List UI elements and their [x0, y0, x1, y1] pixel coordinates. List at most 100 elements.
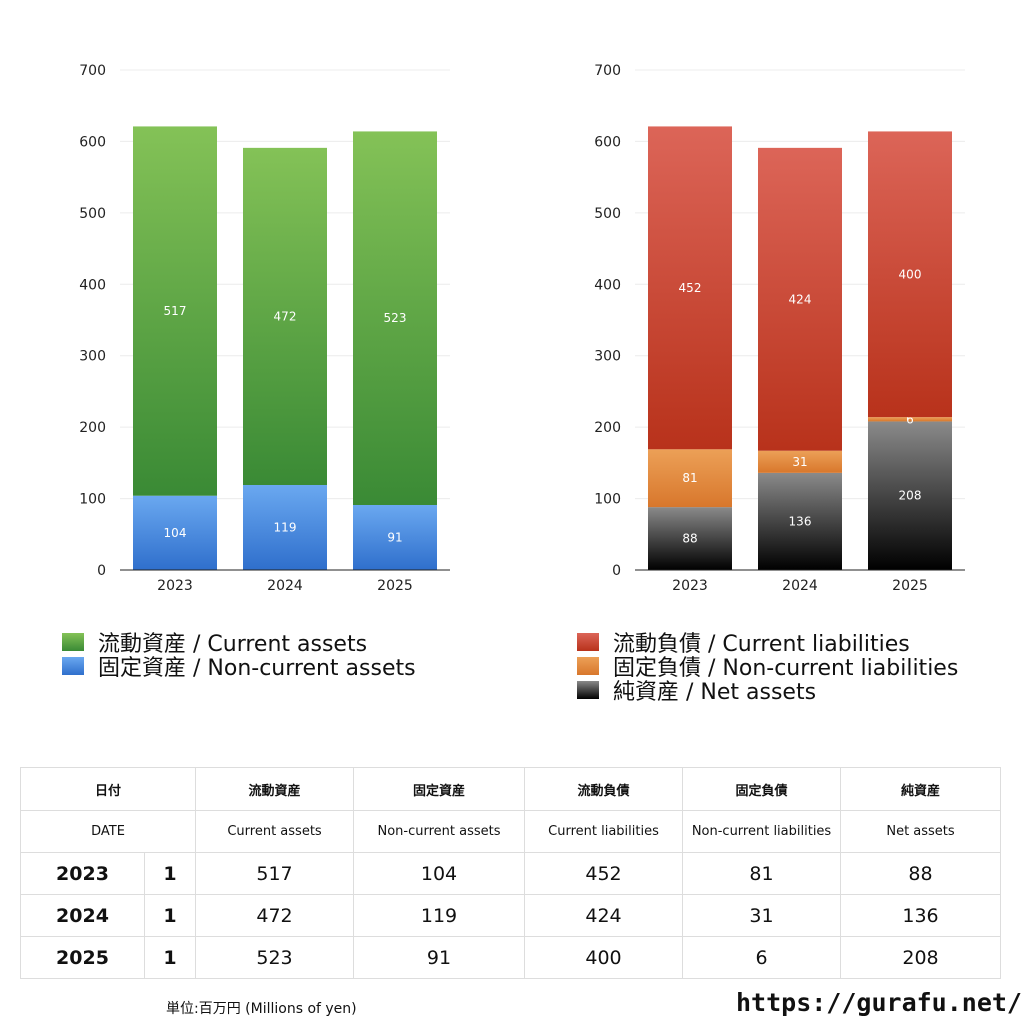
- x-tick-label: 2023: [672, 578, 708, 594]
- table-header-cell: 固定資産: [353, 767, 526, 811]
- bar-segment: [133, 495, 217, 570]
- y-tick-label: 600: [594, 134, 621, 150]
- table-subheader-cell: Net assets: [840, 810, 1002, 853]
- y-tick-label: 300: [594, 349, 621, 365]
- table-row: 2023 1 517 104 452 81 88: [20, 852, 1002, 895]
- data-label: 88: [682, 532, 697, 546]
- data-label: 81: [682, 471, 697, 485]
- table-cell: 208: [840, 936, 1002, 979]
- bar-segment: [868, 417, 952, 422]
- table-subheader-row: DATE Current assets Non-current assets C…: [19, 810, 1002, 853]
- table-header-cell: 流動資産: [195, 767, 355, 811]
- bar-segment: [648, 126, 732, 450]
- table-header-row: 日付 流動資産 固定資産 流動負債 固定負債 純資産: [19, 767, 1002, 811]
- y-tick-label: 200: [79, 420, 106, 436]
- legend-item-current-assets: 流動資産 / Current assets: [62, 630, 416, 657]
- legend-swatch: [577, 633, 599, 651]
- table-cell: 81: [682, 852, 842, 895]
- y-tick-label: 0: [97, 563, 106, 579]
- data-label: 31: [792, 455, 807, 469]
- table-cell: 6: [682, 936, 842, 979]
- legend-label: 純資産 / Net assets: [613, 680, 817, 705]
- data-label: 400: [899, 267, 922, 281]
- legend-swatch: [577, 657, 599, 675]
- liabilities-legend: 流動負債 / Current liabilities 固定負債 / Non-cu…: [577, 630, 958, 705]
- y-tick-label: 500: [594, 206, 621, 222]
- table-subheader-cell: Current assets: [195, 810, 355, 853]
- table-cell: 424: [524, 894, 684, 937]
- bar-segment: [133, 126, 217, 496]
- table-header-cell: 固定負債: [682, 767, 842, 811]
- bar-segment: [648, 507, 732, 570]
- table-subheader-cell: DATE: [19, 810, 197, 853]
- table-subheader-cell: Current liabilities: [524, 810, 684, 853]
- table-cell-count: 1: [143, 936, 197, 979]
- legend-item-non-current-assets: 固定資産 / Non-current assets: [62, 654, 416, 681]
- y-tick-label: 0: [612, 563, 621, 579]
- bar-segment: [758, 472, 842, 570]
- table-cell-count: 1: [143, 894, 197, 937]
- legend-swatch: [62, 657, 84, 675]
- y-tick-label: 100: [79, 492, 106, 508]
- bar-segment: [353, 131, 437, 505]
- table-cell: 91: [353, 936, 526, 979]
- y-tick-label: 100: [594, 492, 621, 508]
- legend-swatch: [577, 681, 599, 699]
- unit-note: 単位:百万円 (Millions of yen): [166, 1001, 357, 1017]
- table-cell: 400: [524, 936, 684, 979]
- site-url: https://gurafu.net/: [736, 988, 1022, 1017]
- bar-segment: [758, 450, 842, 473]
- x-tick-label: 2023: [157, 578, 193, 594]
- legend-label: 固定資産 / Non-current assets: [98, 656, 416, 681]
- data-label: 136: [789, 514, 812, 528]
- bar-segment: [243, 147, 327, 485]
- table-cell: 104: [353, 852, 526, 895]
- table-cell: 523: [195, 936, 355, 979]
- legend-item-non-current-liabilities: 固定負債 / Non-current liabilities: [577, 654, 958, 681]
- table-cell-count: 1: [143, 852, 197, 895]
- x-tick-label: 2024: [267, 578, 303, 594]
- table-cell: 88: [840, 852, 1002, 895]
- data-label: 6: [906, 412, 914, 426]
- y-tick-label: 600: [79, 134, 106, 150]
- legend-item-current-liabilities: 流動負債 / Current liabilities: [577, 630, 958, 657]
- legend-item-net-assets: 純資産 / Net assets: [577, 678, 958, 705]
- data-label: 523: [384, 311, 407, 325]
- x-tick-label: 2025: [377, 578, 413, 594]
- assets-chart: 0 100 200 300 400 500 600 700 104 517 2023 119 472 20…: [79, 63, 450, 594]
- table-subheader-cell: Non-current assets: [353, 810, 526, 853]
- bar-segment: [648, 449, 732, 508]
- bar-segment: [353, 505, 437, 570]
- table-row: 2025 1 523 91 400 6 208: [20, 936, 1002, 979]
- y-tick-label: 700: [594, 63, 621, 79]
- y-tick-label: 500: [79, 206, 106, 222]
- data-label: 517: [164, 304, 187, 318]
- bar-segment: [868, 131, 952, 418]
- legend-label: 固定負債 / Non-current liabilities: [613, 656, 959, 681]
- data-table: 日付 流動資産 固定資産 流動負債 固定負債 純資産 DATE Current …: [19, 767, 1002, 979]
- table-row: 2024 1 472 119 424 31 136: [20, 894, 1002, 937]
- table-cell-year: 2023: [20, 852, 145, 895]
- table-cell: 119: [353, 894, 526, 937]
- data-label: 472: [274, 309, 297, 323]
- data-label: 452: [679, 281, 702, 295]
- assets-legend: 流動資産 / Current assets 固定資産 / Non-current…: [62, 630, 416, 681]
- bar-segment: [868, 421, 952, 570]
- bar-segment: [243, 485, 327, 570]
- data-label: 119: [274, 521, 297, 535]
- table-cell-year: 2024: [20, 894, 145, 937]
- y-tick-label: 700: [79, 63, 106, 79]
- x-tick-label: 2024: [782, 578, 818, 594]
- table-cell: 472: [195, 894, 355, 937]
- bar-segment: [758, 147, 842, 451]
- table-header-cell: 純資産: [840, 767, 1002, 811]
- data-label: 208: [899, 489, 922, 503]
- table-cell: 452: [524, 852, 684, 895]
- table-cell: 31: [682, 894, 842, 937]
- data-label: 424: [789, 292, 812, 306]
- data-label: 91: [387, 531, 402, 545]
- liabilities-chart: 0 100 200 300 400 500 600 700 88 81 452 2023 136 31 42…: [594, 63, 965, 594]
- table-cell-year: 2025: [20, 936, 145, 979]
- y-tick-label: 200: [594, 420, 621, 436]
- table-cell: 517: [195, 852, 355, 895]
